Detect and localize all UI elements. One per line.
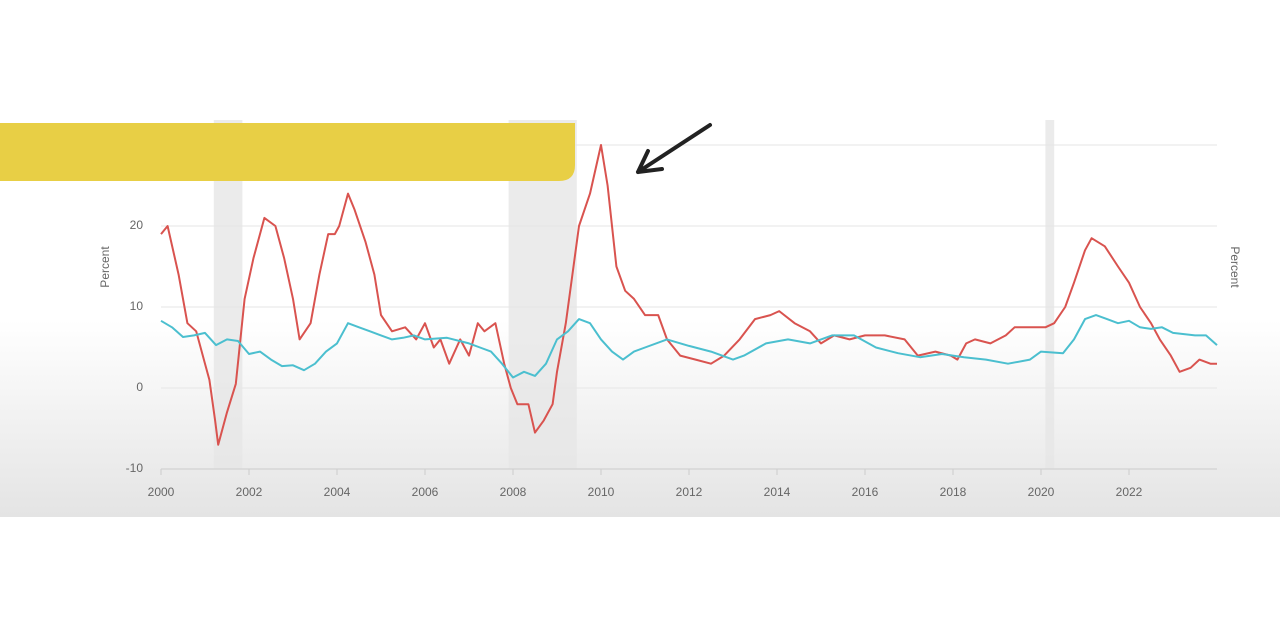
y-tick-label: -10 [126, 461, 144, 475]
x-tick-label: 2018 [940, 485, 967, 499]
y-tick-label: 20 [130, 218, 144, 232]
y-tick-label: 0 [136, 380, 143, 394]
y-axis-label: Percent [98, 246, 112, 288]
background-fade [0, 320, 1280, 517]
x-tick-label: 2014 [764, 485, 791, 499]
x-tick-label: 2006 [412, 485, 439, 499]
series-line [160, 144, 1217, 446]
x-tick-label: 2016 [852, 485, 879, 499]
x-tick-label: 2010 [588, 485, 615, 499]
x-tick-label: 2022 [1116, 485, 1143, 499]
x-tick-label: 2002 [236, 485, 263, 499]
recession-shade [1045, 120, 1055, 469]
x-tick-label: 2020 [1028, 485, 1055, 499]
series-line [160, 314, 1218, 379]
y-tick-label: 10 [130, 299, 144, 313]
arrow [636, 123, 712, 174]
x-tick-label: 2004 [324, 485, 351, 499]
x-tick-label: 2008 [500, 485, 527, 499]
x-tick-label: 2012 [676, 485, 703, 499]
x-tick-label: 2000 [148, 485, 175, 499]
banner [0, 123, 575, 181]
y2-axis-label: Percent [1228, 246, 1242, 288]
